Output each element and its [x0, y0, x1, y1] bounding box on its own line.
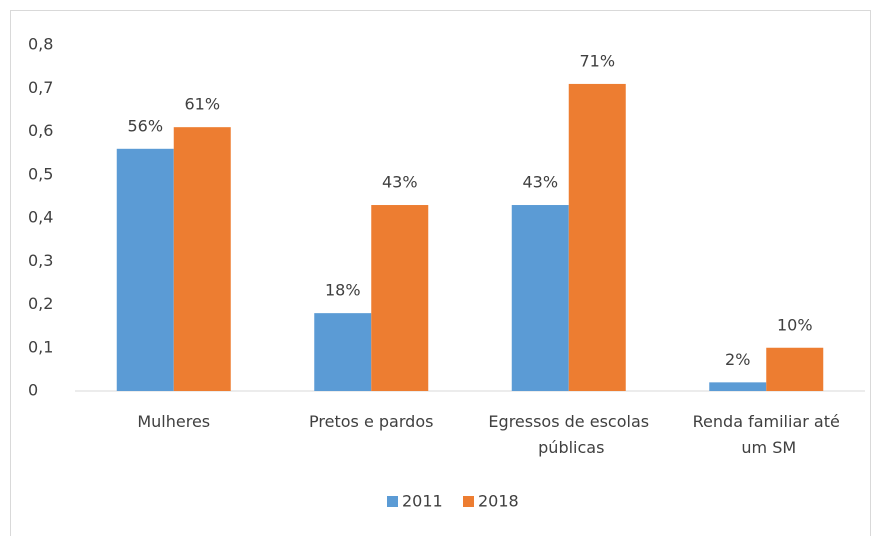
bar [511, 205, 569, 391]
x-tick-label: Renda familiar até um SM [693, 412, 840, 457]
x-tick-label: Mulheres [137, 412, 210, 431]
y-tick-label: 0,8 [28, 35, 53, 54]
data-label: 71% [579, 51, 615, 70]
y-tick-label: 0,6 [28, 121, 53, 140]
bar [116, 148, 174, 391]
y-tick-label: 0,5 [28, 164, 53, 183]
y-tick-label: 0,1 [28, 337, 53, 356]
bar [709, 382, 767, 391]
data-label: 10% [777, 315, 813, 334]
x-tick-label: Pretos e pardos [309, 412, 433, 431]
data-label: 2% [725, 350, 750, 369]
bar [173, 127, 231, 392]
legend-label: 2011 [402, 492, 443, 511]
data-label: 18% [325, 281, 361, 300]
data-label: 43% [382, 173, 418, 192]
y-tick-label: 0,7 [28, 78, 53, 97]
y-tick-label: 0,4 [28, 208, 53, 227]
data-label: 61% [184, 95, 220, 114]
chart-border [10, 10, 871, 540]
legend-swatch [387, 496, 398, 507]
bar [766, 347, 824, 391]
data-label: 56% [127, 116, 163, 135]
x-tick-label: Egressos de escolas públicas [488, 412, 649, 457]
data-label: 43% [522, 173, 558, 192]
bar [314, 313, 372, 391]
bar [371, 205, 429, 391]
bar [568, 83, 626, 392]
y-tick-label: 0,3 [28, 251, 53, 270]
y-tick-label: 0,2 [28, 294, 53, 313]
legend-label: 2018 [478, 492, 519, 511]
legend-swatch [463, 496, 474, 507]
y-tick-label: 0 [28, 381, 38, 400]
